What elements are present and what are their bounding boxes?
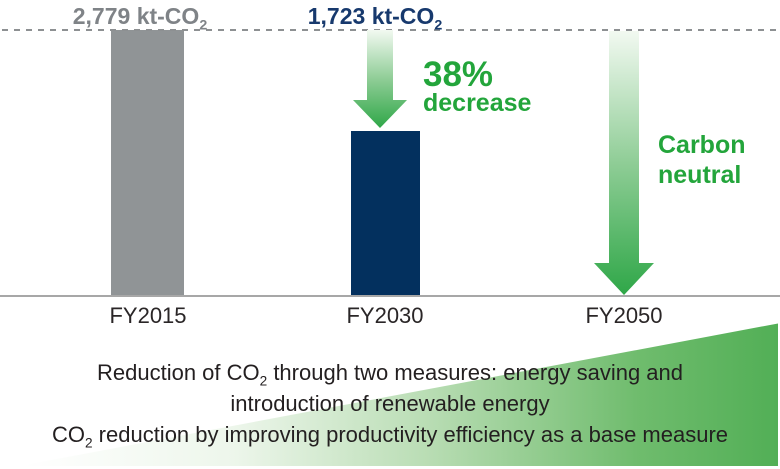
- fy2030-value-label: 1,723 kt-CO2: [307, 3, 443, 34]
- fy2015-value-label: 2,779 kt-CO2: [72, 3, 208, 34]
- carbon-neutral-line1: Carbon: [658, 131, 746, 159]
- tick-fy2050: FY2050: [585, 303, 663, 328]
- bar-fy2030: [351, 131, 420, 296]
- carbon-neutral-line2: neutral: [658, 161, 742, 189]
- x-axis-line: [0, 295, 780, 297]
- caption-line-1: Reduction of CO2 through two measures: e…: [96, 360, 684, 389]
- caption-line-3: CO2 reduction by improving productivity …: [51, 422, 729, 451]
- bar-fy2015: [111, 30, 184, 296]
- decrease-percentage: 38%: [423, 55, 494, 94]
- decrease-word: decrease: [423, 89, 532, 117]
- carbon-neutral-arrow-icon: [594, 31, 654, 295]
- caption-line-2: introduction of renewable energy: [230, 391, 550, 416]
- tick-fy2015: FY2015: [109, 303, 187, 328]
- carbon-neutral-label: Carbon neutral: [658, 130, 746, 190]
- tick-fy2030: FY2030: [346, 303, 424, 328]
- decrease-arrow-icon: [353, 30, 407, 128]
